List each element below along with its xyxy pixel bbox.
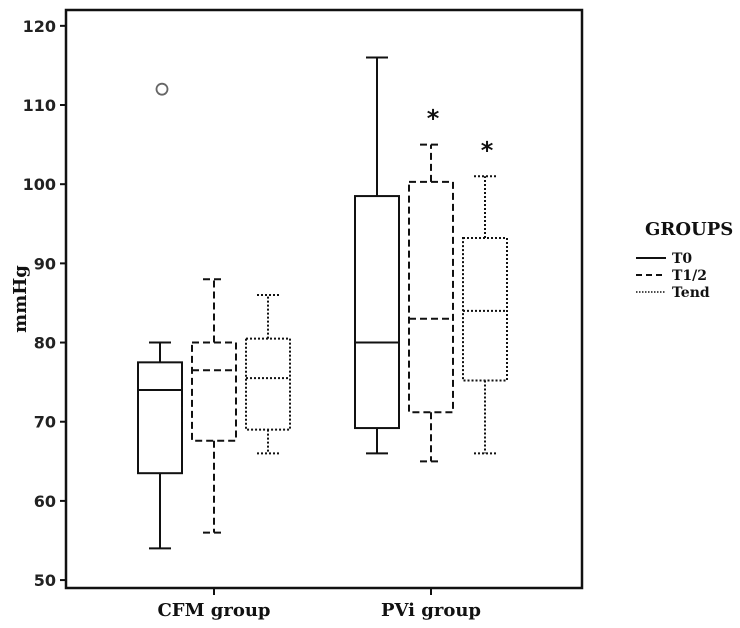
- legend-label: Tend: [672, 285, 710, 301]
- iqr-box: [137, 361, 183, 475]
- legend-label: T1/2: [672, 268, 707, 284]
- box-Tend-0: [245, 294, 291, 455]
- iqr-box: [191, 341, 237, 442]
- plot-frame: [64, 8, 584, 590]
- y-tick-label: 60: [34, 492, 56, 511]
- y-tick-label: 80: [34, 334, 56, 353]
- iqr-box: [408, 180, 454, 414]
- iqr-box: [245, 337, 291, 431]
- y-tick-label: 70: [34, 413, 56, 432]
- x-category-label: CFM group: [157, 600, 270, 621]
- box-T0-0: [137, 82, 183, 550]
- box-Tend-1: *: [462, 136, 508, 455]
- y-tick-label: 50: [34, 571, 56, 590]
- legend-label: T0: [672, 251, 692, 267]
- x-category-label: PVi group: [381, 600, 481, 621]
- y-tick-label: 110: [23, 96, 56, 115]
- outlier-point: [155, 82, 169, 96]
- iqr-box: [354, 195, 400, 430]
- iqr-box: [462, 237, 508, 382]
- y-tick-label: 90: [34, 254, 56, 273]
- y-tick-label: 100: [23, 175, 56, 194]
- significance-marker: *: [481, 136, 494, 164]
- box-T0-1: [354, 56, 400, 455]
- y-tick-label: 120: [23, 17, 56, 36]
- legend-title: GROUPS: [645, 219, 733, 240]
- significance-marker: *: [427, 105, 440, 133]
- box-T1-2-1: *: [408, 105, 454, 463]
- box-T1-2-0: [191, 278, 237, 534]
- y-axis-title: mmHg: [10, 265, 31, 333]
